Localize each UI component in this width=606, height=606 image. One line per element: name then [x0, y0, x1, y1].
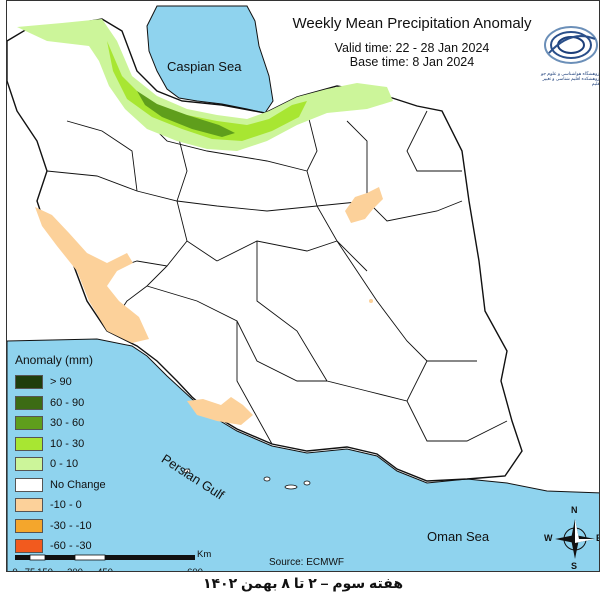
scale-bar: 0 75150 300 450 600 — [12, 549, 215, 571]
scale-unit: Km — [197, 549, 212, 560]
logo-text: پژوهشگاه هواشناسی و علوم جو پژوهشکده اقل… — [540, 71, 600, 86]
legend-title: Anomaly (mm) — [15, 353, 94, 367]
legend-label: -60 - -30 — [50, 540, 92, 553]
caspian-sea-shape — [146, 5, 274, 114]
legend-swatch — [15, 498, 43, 513]
scale-tick: 600 — [187, 567, 203, 571]
caspian-sea-label: Caspian Sea — [167, 59, 242, 74]
legend-label: > 90 — [50, 376, 72, 389]
map-frame: Weekly Mean Precipitation Anomaly Valid … — [6, 0, 600, 572]
anomaly-orange-east — [345, 187, 383, 223]
legend-swatch — [15, 375, 43, 390]
legend-item: > 90 — [15, 372, 145, 393]
compass-rose-icon — [555, 519, 595, 559]
legend-label: 10 - 30 — [50, 437, 85, 450]
legend-label: 30 - 60 — [50, 417, 85, 430]
north-arrow: N S E W — [544, 505, 599, 571]
map-title: Weekly Mean Precipitation Anomaly — [292, 15, 532, 32]
scale-tick: 150 — [37, 567, 53, 571]
persian-caption: هفته سوم – ۲ تا ۸ بهمن ۱۴۰۲ — [202, 575, 404, 591]
compass-e: E — [596, 533, 599, 543]
legend-item: 60 - 90 — [15, 393, 145, 414]
compass-w: W — [544, 533, 553, 543]
compass-s: S — [571, 561, 578, 571]
legend-item: 10 - 30 — [15, 434, 145, 455]
persian-gulf-shape — [7, 338, 599, 571]
scale-tick: 300 — [67, 567, 83, 571]
legend-swatch — [15, 416, 43, 431]
scale-bar-graphic — [15, 554, 195, 561]
legend-item: 30 - 60 — [15, 413, 145, 434]
legend-item: -30 - -10 — [15, 516, 145, 537]
scale-tick: 75 — [25, 567, 36, 571]
legend-swatch — [15, 457, 43, 472]
source-label: Source: ECMWF — [269, 557, 345, 568]
legend-item: -10 - 0 — [15, 495, 145, 516]
logo-swirl-icon — [544, 26, 598, 64]
scale-tick: 0 — [12, 567, 17, 571]
legend-swatch — [15, 518, 43, 533]
legend-item: -60 - -30 — [15, 536, 145, 557]
legend-label: 60 - 90 — [50, 396, 85, 409]
legend-swatch — [15, 395, 43, 410]
legend-label: -10 - 0 — [50, 499, 82, 512]
anomaly-dark-green — [137, 91, 235, 137]
scale-ticks: 0 75150 300 450 600 — [12, 567, 215, 571]
legend-swatch — [15, 539, 43, 554]
iran-map — [7, 5, 599, 571]
legend-item: No Change — [15, 475, 145, 496]
legend-item: 0 - 10 — [15, 454, 145, 475]
legend: Anomaly (mm) > 90 60 - 90 30 - 60 10 - 30 0 … — [15, 353, 145, 557]
valid-time: Valid time: 22 - 28 Jan 2024 — [334, 41, 490, 55]
islands — [183, 468, 311, 490]
institute-logo — [539, 19, 599, 99]
legend-label: -30 - -10 — [50, 519, 92, 532]
anomaly-green — [107, 41, 307, 141]
compass-n: N — [571, 505, 578, 515]
legend-label: 0 - 10 — [50, 458, 79, 471]
base-time: Base time: 8 Jan 2024 — [349, 55, 475, 69]
legend-label: No Change — [50, 478, 106, 491]
anomaly-orange-dot — [369, 299, 373, 303]
legend-swatch — [15, 436, 43, 451]
scale-tick: 450 — [97, 567, 113, 571]
anomaly-orange-south — [187, 397, 253, 425]
anomaly-orange-west — [35, 207, 149, 343]
legend-swatch — [15, 477, 43, 492]
province-borders — [46, 18, 508, 445]
oman-sea-label: Oman Sea — [427, 529, 490, 544]
